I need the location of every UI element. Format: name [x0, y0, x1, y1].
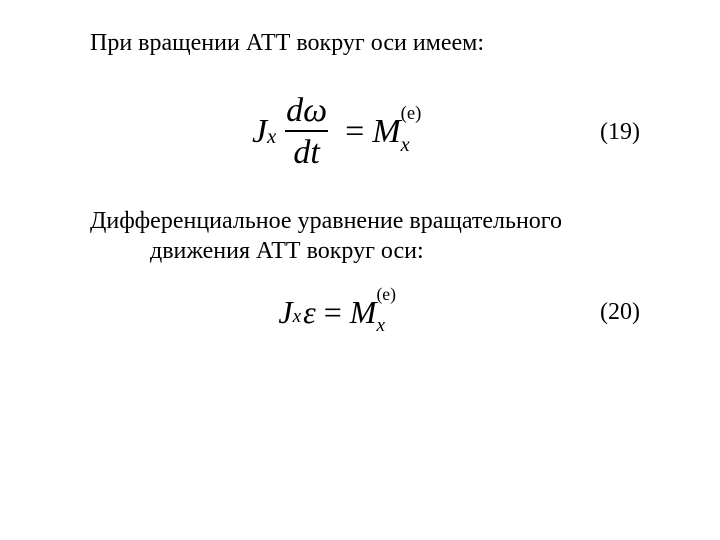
eq19-J-sub: x	[267, 126, 276, 149]
paragraph-1: При вращении АТТ вокруг оси имеем:	[90, 28, 650, 58]
eq19-fraction: dω dt	[282, 94, 331, 170]
eq20-M-sup: (e)	[376, 284, 396, 305]
eq19-num-omega: ω	[303, 92, 327, 129]
equation-number-20: (20)	[600, 299, 650, 326]
eq20-equals: =	[324, 294, 342, 331]
equation-19: Jx dω dt = M (e) x	[90, 94, 600, 170]
eq19-J: J	[252, 113, 267, 151]
eq20-M-sub: x	[376, 315, 385, 337]
eq20-M: M (e) x	[350, 294, 377, 331]
equation-20: Jxε = M (e) x	[90, 294, 600, 331]
eq19-M: M (e) x	[372, 113, 400, 151]
eq20-epsilon: ε	[303, 294, 316, 331]
page: При вращении АТТ вокруг оси имеем: Jx dω…	[0, 0, 720, 540]
paragraph-2-line2: движения АТТ вокруг оси:	[90, 236, 650, 266]
eq20-J: J	[278, 294, 292, 331]
equation-row-20: Jxε = M (e) x (20)	[90, 294, 650, 331]
eq20-J-sub: x	[293, 306, 302, 328]
paragraph-2-line1: Дифференциальное уравнение вращательного	[90, 206, 650, 236]
eq19-den: dt	[285, 130, 327, 170]
equation-number-19: (19)	[600, 119, 650, 146]
eq19-equals: =	[345, 113, 364, 151]
eq19-num-d: d	[286, 92, 303, 129]
equation-row-19: Jx dω dt = M (e) x (19)	[90, 94, 650, 170]
eq19-M-sup: (e)	[401, 103, 422, 125]
eq19-M-sub: x	[401, 134, 410, 157]
